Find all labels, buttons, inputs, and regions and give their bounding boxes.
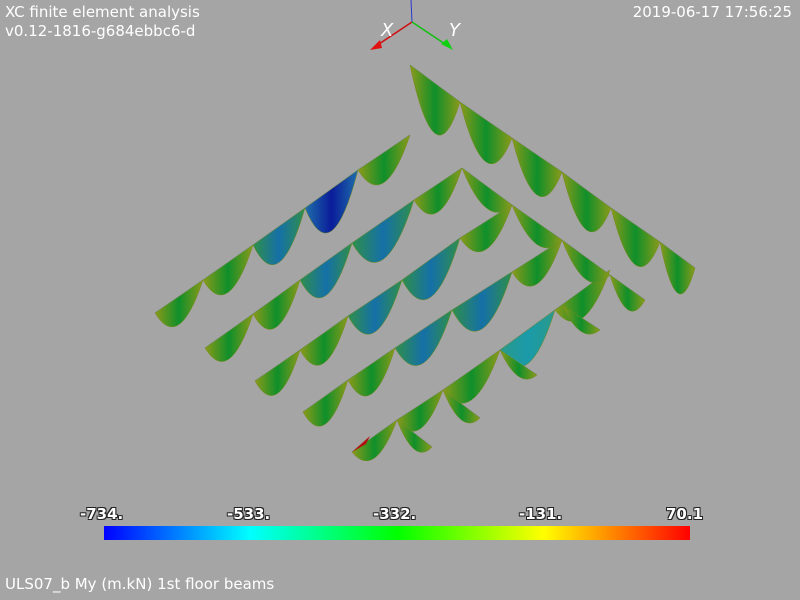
beam-moment-diagram-25 <box>451 271 513 332</box>
beam-moment-diagram-15 <box>351 199 415 263</box>
beam-moment-diagram-13 <box>252 279 301 330</box>
beam-moment-diagram-38 <box>442 389 481 424</box>
version-string: v0.12-1816-g684ebbc6-d <box>5 22 196 40</box>
beam-moment-diagram-33 <box>511 204 563 249</box>
beam-moment-diagram-32 <box>461 167 513 213</box>
beam-moment-diagram-6 <box>659 241 696 295</box>
load-arrow-icon <box>352 436 370 452</box>
colorbar-tick-4: -131. <box>519 505 563 523</box>
colorbar-tick-3: -332. <box>373 505 417 523</box>
beam-moment-diagram-18 <box>299 315 349 366</box>
x-axis-label: X <box>381 20 394 41</box>
beam-moment-diagram-1 <box>409 64 461 136</box>
beam-moment-diagram-34 <box>561 239 611 284</box>
beam-moment-diagram-7 <box>154 279 204 328</box>
beam-moment-diagram-11 <box>357 134 411 186</box>
beam-moment-diagram-2 <box>459 101 513 165</box>
beam-moment-diagram-22 <box>302 379 349 427</box>
beam-moment-diagram-37 <box>499 349 538 380</box>
y-axis-label: Y <box>449 20 460 41</box>
beam-moment-diagram-12 <box>204 313 254 362</box>
beam-moment-diagram-19 <box>347 279 403 335</box>
beam-moment-diagram-9 <box>252 207 306 265</box>
beam-moment-diagram-3 <box>511 137 563 197</box>
beam-moment-diagram-36 <box>561 304 601 335</box>
axes-triad <box>370 0 453 50</box>
beam-moment-diagram-5 <box>610 207 661 267</box>
app-title: XC finite element analysis <box>5 3 200 21</box>
beam-moment-diagram-17 <box>254 349 301 396</box>
beam-moment-diagram-21 <box>459 204 513 253</box>
colorbar-tick-2: -533. <box>227 505 271 523</box>
beam-moment-diagram-14 <box>299 242 353 299</box>
moment-diagrams <box>154 64 696 462</box>
colorbar <box>104 526 690 540</box>
beam-moment-diagram-24 <box>394 309 453 366</box>
beam-moment-diagram-4 <box>561 171 612 233</box>
beam-moment-diagram-35 <box>609 274 646 312</box>
beam-moment-diagram-26 <box>511 239 563 287</box>
result-caption: ULS07_b My (m.kN) 1st floor beams <box>5 575 275 593</box>
colorbar-tick-1: -734. <box>80 505 124 523</box>
beam-moment-diagram-29 <box>442 349 501 404</box>
beam-moment-diagram-27 <box>351 419 398 462</box>
colorbar-tick-5: 70.1 <box>666 505 704 523</box>
timestamp: 2019-06-17 17:56:25 <box>632 3 792 21</box>
beam-moment-diagram-20 <box>401 237 461 301</box>
beam-moment-diagram-39 <box>396 419 433 453</box>
beam-moment-diagram-8 <box>202 244 254 296</box>
beam-moment-diagram-23 <box>347 347 396 397</box>
beam-moment-diagram-16 <box>413 167 463 215</box>
beam-moment-diagram-10 <box>304 169 359 234</box>
